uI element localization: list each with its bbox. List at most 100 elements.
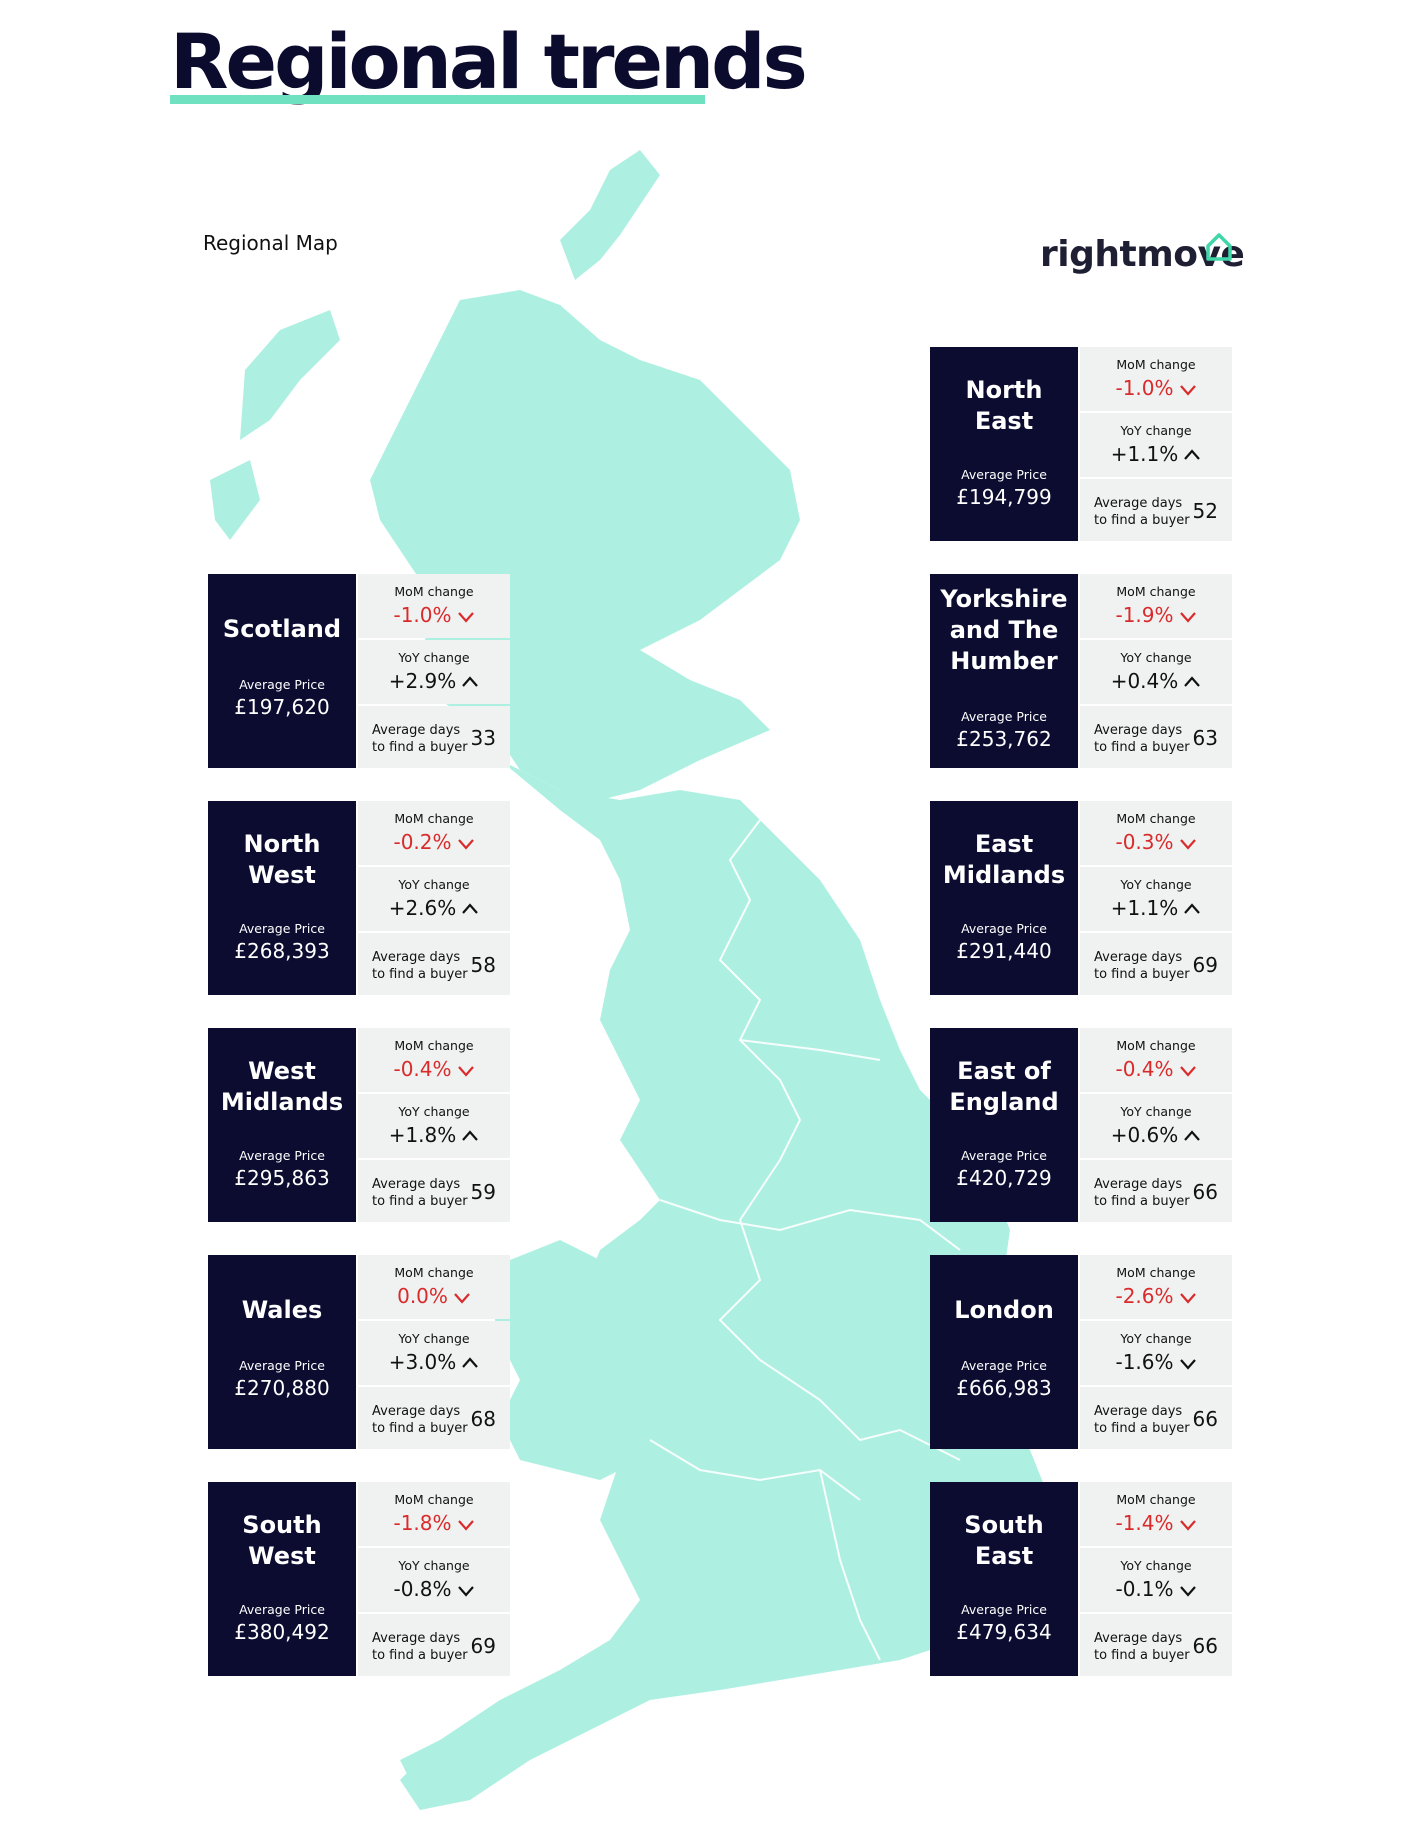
days-to-buyer-label: Average days to find a buyer	[1094, 1631, 1190, 1663]
average-price-label: Average Price	[961, 709, 1047, 724]
region-card: North East Average Price £194,799 MoM chang…	[930, 347, 1232, 541]
mom-change-box: MoM change 0.0%	[358, 1255, 510, 1319]
mom-change-box: MoM change -1.0%	[358, 574, 510, 638]
yoy-change-label: YoY change	[1120, 1104, 1192, 1119]
yoy-change-label: YoY change	[398, 877, 470, 892]
average-price-label: Average Price	[961, 1358, 1047, 1373]
region-name-panel: East Midlands Average Price £291,440	[930, 801, 1078, 995]
region-name-panel: London Average Price £666,983	[930, 1255, 1078, 1449]
mom-change-value-row: -0.2%	[358, 830, 510, 854]
brand-logo-text: rightmove	[1040, 234, 1245, 275]
days-to-buyer-value: 58	[470, 953, 496, 977]
yoy-change-value: +0.6%	[1110, 1123, 1179, 1147]
region-card: East of England Average Price £420,729 MoM …	[930, 1028, 1232, 1222]
yoy-change-value: +1.1%	[1110, 442, 1179, 466]
yoy-change-value-row: +0.6%	[1080, 1123, 1232, 1147]
mom-change-value-row: -2.6%	[1080, 1284, 1232, 1308]
yoy-change-label: YoY change	[1120, 1558, 1192, 1573]
days-to-buyer-value: 66	[1192, 1634, 1218, 1658]
yoy-change-box: YoY change -0.1%	[1080, 1548, 1232, 1612]
yoy-change-label: YoY change	[398, 1331, 470, 1346]
page-title: Regional trends	[170, 17, 808, 106]
mom-change-label: MoM change	[394, 1265, 474, 1280]
yoy-change-box: YoY change -1.6%	[1080, 1321, 1232, 1385]
days-to-buyer-box: Average days to find a buyer 52	[1080, 479, 1232, 541]
yoy-change-box: YoY change -0.8%	[358, 1548, 510, 1612]
region-name: East Midlands	[942, 830, 1066, 889]
mom-change-value: -0.4%	[1115, 1057, 1174, 1081]
chevron-down-icon	[1179, 1586, 1196, 1597]
yoy-change-box: YoY change +1.1%	[1080, 413, 1232, 477]
region-name: Scotland	[222, 615, 342, 643]
average-price-label: Average Price	[239, 1602, 325, 1617]
region-name: South West	[242, 1511, 322, 1570]
mom-change-label: MoM change	[394, 811, 474, 826]
yoy-change-box: YoY change +0.6%	[1080, 1094, 1232, 1158]
yoy-change-box: YoY change +0.4%	[1080, 640, 1232, 704]
days-to-buyer-label: Average days to find a buyer	[372, 1631, 468, 1663]
days-to-buyer-label: Average days to find a buyer	[1094, 723, 1190, 755]
average-price-value: £197,620	[234, 695, 330, 719]
chevron-down-icon	[457, 1066, 474, 1077]
yoy-change-value-row: -0.8%	[358, 1577, 510, 1601]
region-name: London	[954, 1296, 1054, 1324]
yoy-change-value-row: +1.1%	[1080, 442, 1232, 466]
chevron-up-icon	[1184, 676, 1201, 687]
mom-change-value-row: -1.0%	[358, 603, 510, 627]
region-card: Yorkshire and The Humber Average Price £25…	[930, 574, 1232, 768]
days-to-buyer-box: Average days to find a buyer 59	[358, 1160, 510, 1222]
yoy-change-value-row: +0.4%	[1080, 669, 1232, 693]
average-price-value: £666,983	[956, 1376, 1052, 1400]
chevron-up-icon	[462, 1357, 479, 1368]
chevron-down-icon	[457, 839, 474, 850]
map-label: Regional Map	[203, 231, 338, 255]
mom-change-value: -0.2%	[393, 830, 452, 854]
region-name: West Midlands	[220, 1057, 344, 1116]
mom-change-value-row: 0.0%	[358, 1284, 510, 1308]
days-to-buyer-value: 69	[1192, 953, 1218, 977]
mom-change-box: MoM change -0.3%	[1080, 801, 1232, 865]
mom-change-value-row: -0.4%	[358, 1057, 510, 1081]
mom-change-label: MoM change	[1116, 357, 1196, 372]
mom-change-label: MoM change	[1116, 584, 1196, 599]
mom-change-value: -1.9%	[1115, 603, 1174, 627]
average-price-value: £194,799	[956, 485, 1052, 509]
average-price-label: Average Price	[239, 921, 325, 936]
yoy-change-value-row: -1.6%	[1080, 1350, 1232, 1374]
region-card: North West Average Price £268,393 MoM chang…	[208, 801, 510, 995]
chevron-down-icon	[1179, 1520, 1196, 1531]
region-name-panel: East of England Average Price £420,729	[930, 1028, 1078, 1222]
days-to-buyer-box: Average days to find a buyer 69	[1080, 933, 1232, 995]
yoy-change-value: +1.8%	[388, 1123, 457, 1147]
days-to-buyer-box: Average days to find a buyer 66	[1080, 1614, 1232, 1676]
region-card: South West Average Price £380,492 MoM chang…	[208, 1482, 510, 1676]
average-price-value: £479,634	[956, 1620, 1052, 1644]
yoy-change-label: YoY change	[1120, 650, 1192, 665]
region-name: North East	[965, 376, 1043, 435]
mom-change-label: MoM change	[1116, 1492, 1196, 1507]
mom-change-label: MoM change	[394, 1038, 474, 1053]
mom-change-label: MoM change	[1116, 811, 1196, 826]
average-price-value: £291,440	[956, 939, 1052, 963]
average-price-value: £420,729	[956, 1166, 1052, 1190]
average-price-value: £268,393	[234, 939, 330, 963]
mom-change-label: MoM change	[1116, 1265, 1196, 1280]
mom-change-box: MoM change -1.8%	[358, 1482, 510, 1546]
average-price-label: Average Price	[961, 921, 1047, 936]
chevron-up-icon	[1184, 449, 1201, 460]
chevron-up-icon	[462, 1130, 479, 1141]
days-to-buyer-value: 59	[470, 1180, 496, 1204]
days-to-buyer-value: 66	[1192, 1407, 1218, 1431]
mom-change-value: -1.4%	[1115, 1511, 1174, 1535]
chevron-up-icon	[462, 676, 479, 687]
average-price-label: Average Price	[961, 467, 1047, 482]
region-name: Wales	[241, 1296, 323, 1324]
days-to-buyer-label: Average days to find a buyer	[1094, 496, 1190, 528]
days-to-buyer-box: Average days to find a buyer 33	[358, 706, 510, 768]
chevron-down-icon	[1179, 1066, 1196, 1077]
region-card: West Midlands Average Price £295,863 MoM ch…	[208, 1028, 510, 1222]
title-underline	[170, 95, 705, 104]
yoy-change-box: YoY change +2.6%	[358, 867, 510, 931]
mom-change-box: MoM change -1.9%	[1080, 574, 1232, 638]
days-to-buyer-label: Average days to find a buyer	[372, 1177, 468, 1209]
